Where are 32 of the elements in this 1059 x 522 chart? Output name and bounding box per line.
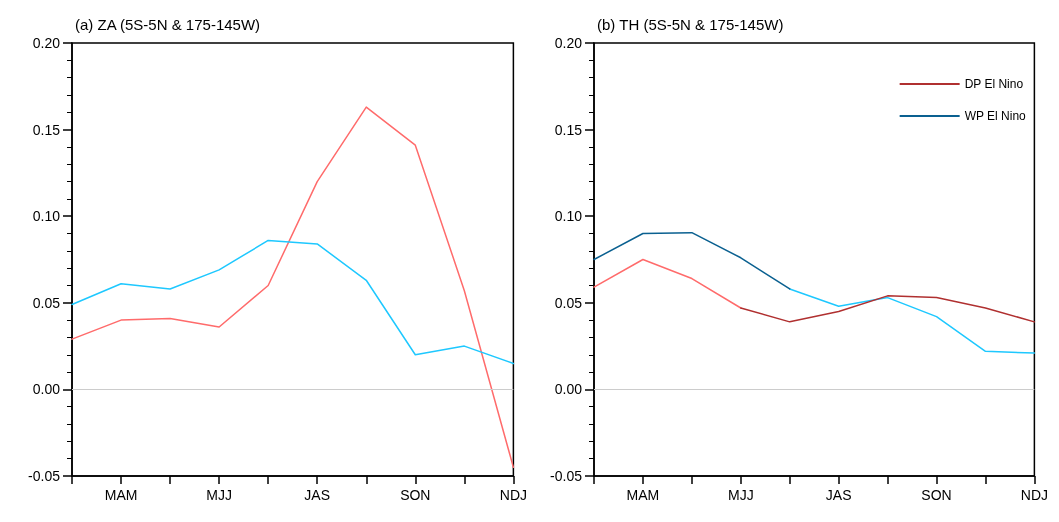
y-tick-label: 0.00 bbox=[32, 381, 61, 398]
line-series bbox=[740, 295, 1036, 323]
y-tick-label: 0.10 bbox=[32, 208, 61, 225]
x-tick-label: SON bbox=[921, 487, 952, 503]
x-tick-label: MAM bbox=[626, 487, 660, 503]
y-tick-label: -0.05 bbox=[550, 468, 583, 484]
y-tick-label: 0.20 bbox=[32, 35, 61, 51]
line-series bbox=[788, 288, 1036, 354]
y-tick-label: 0.05 bbox=[32, 294, 61, 311]
x-tick-label: MAM bbox=[104, 487, 138, 503]
y-tick-label: 0.00 bbox=[554, 381, 583, 398]
line-series bbox=[71, 239, 515, 365]
y-tick-label: 0.15 bbox=[554, 121, 583, 138]
y-tick-label: 0.20 bbox=[554, 35, 583, 51]
y-tick-label: 0.15 bbox=[32, 121, 61, 138]
chart-title: (a) ZA (5S-5N & 175-145W) bbox=[75, 16, 261, 33]
y-tick-label: 0.05 bbox=[554, 294, 583, 311]
y-tick-label: -0.05 bbox=[28, 468, 61, 484]
x-tick-label: MJJ bbox=[727, 487, 754, 503]
x-tick-label: MJJ bbox=[206, 487, 232, 503]
y-tick-label: 0.10 bbox=[554, 208, 583, 225]
line-series bbox=[593, 258, 742, 309]
x-tick-label: JAS bbox=[825, 487, 852, 503]
x-tick-label: NDJ bbox=[499, 487, 528, 503]
line-series bbox=[71, 106, 515, 469]
x-tick-label: JAS bbox=[304, 487, 331, 503]
legend-label: DP El Nino bbox=[964, 77, 1024, 91]
x-tick-label: SON bbox=[400, 487, 431, 503]
legend-label: WP El Nino bbox=[964, 109, 1027, 123]
line-series bbox=[593, 231, 791, 290]
x-tick-label: NDJ bbox=[1020, 487, 1049, 503]
chart-title: (b) TH (5S-5N & 175-145W) bbox=[597, 16, 784, 33]
